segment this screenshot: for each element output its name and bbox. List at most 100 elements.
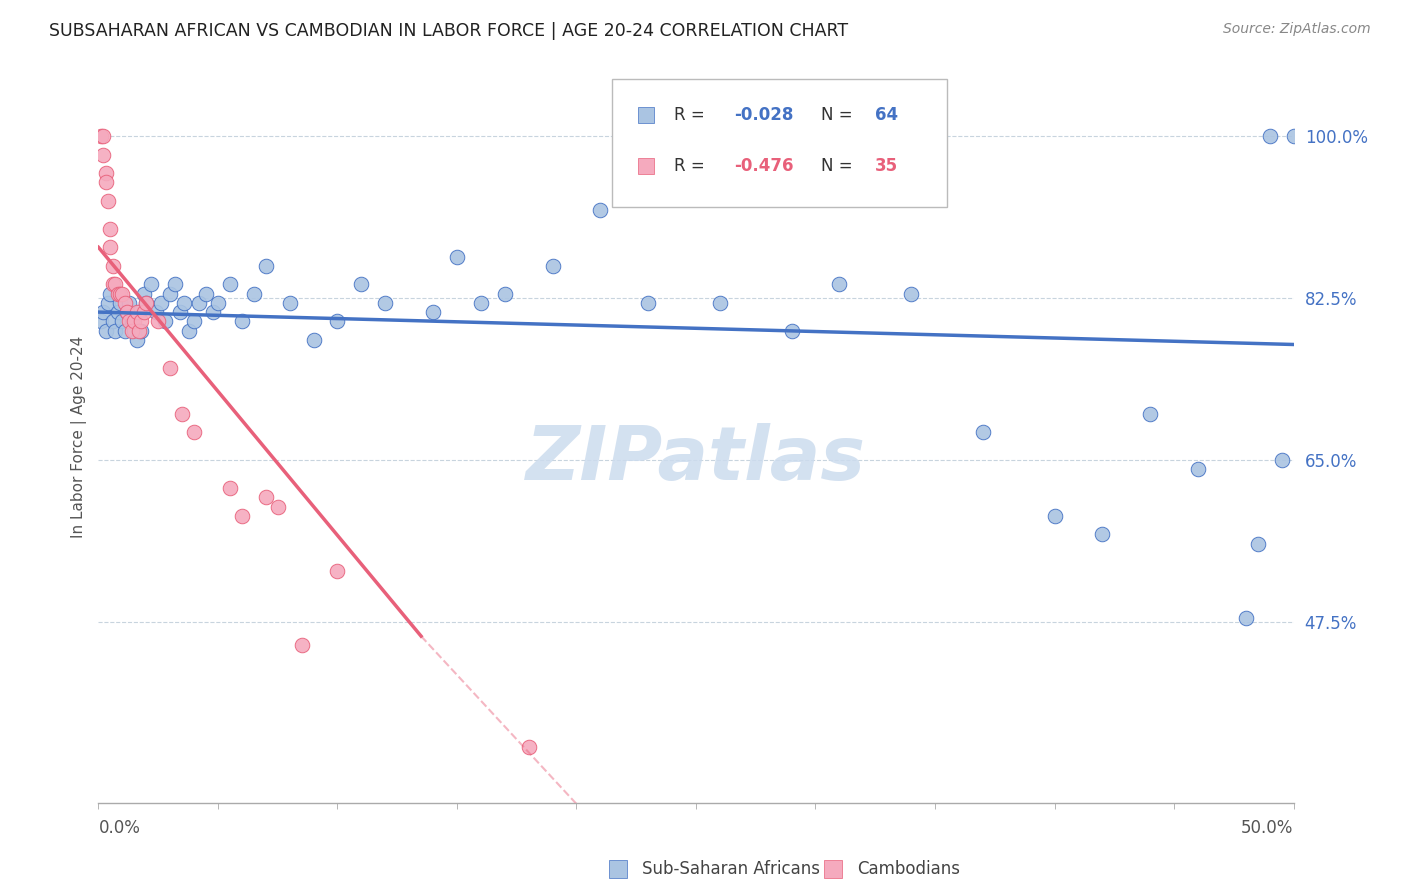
Point	[107, 286, 129, 301]
Point	[231, 508, 253, 523]
Point	[828, 277, 851, 292]
Point	[972, 425, 994, 440]
Point	[98, 221, 122, 235]
Point	[90, 314, 112, 328]
Point	[101, 314, 124, 328]
Point	[149, 295, 172, 310]
Point	[91, 129, 114, 144]
Point	[517, 740, 540, 755]
Y-axis label: In Labor Force | Age 20-24: In Labor Force | Age 20-24	[72, 336, 87, 538]
Point	[108, 286, 131, 301]
Point	[148, 314, 170, 328]
Point	[219, 481, 242, 495]
Point	[131, 324, 153, 338]
Point	[202, 305, 225, 319]
Point	[115, 305, 138, 319]
Point	[179, 324, 201, 338]
Point	[302, 333, 325, 347]
Point	[94, 176, 117, 190]
Point	[637, 295, 659, 310]
Point	[709, 295, 731, 310]
Point	[446, 250, 468, 264]
Point	[94, 324, 117, 338]
Point	[121, 324, 143, 338]
Text: Source: ZipAtlas.com: Source: ZipAtlas.com	[1223, 22, 1371, 37]
Point	[1187, 462, 1209, 476]
Point	[1234, 610, 1257, 624]
Point	[155, 314, 177, 328]
Point	[231, 314, 253, 328]
Point	[278, 295, 301, 310]
Point	[101, 259, 124, 273]
Text: ZIPatlas: ZIPatlas	[526, 423, 866, 496]
Point	[207, 295, 229, 310]
Point	[374, 295, 396, 310]
Point	[159, 286, 181, 301]
Point	[128, 324, 150, 338]
Point	[135, 295, 157, 310]
Point	[124, 314, 146, 328]
Point	[219, 277, 242, 292]
Point	[350, 277, 373, 292]
Point	[172, 407, 194, 421]
Point	[541, 259, 564, 273]
Point	[1282, 129, 1305, 144]
Point	[125, 333, 148, 347]
Point	[163, 277, 186, 292]
Point	[780, 324, 803, 338]
Text: R =: R =	[675, 106, 710, 124]
Point	[94, 166, 117, 180]
Point	[114, 324, 136, 338]
Point	[470, 295, 492, 310]
Point	[1258, 129, 1281, 144]
Point	[118, 314, 141, 328]
Point	[187, 295, 209, 310]
Point	[108, 295, 131, 310]
Point	[254, 490, 277, 504]
Text: 35: 35	[876, 158, 898, 176]
Point	[125, 305, 148, 319]
Text: N =: N =	[821, 106, 858, 124]
Point	[1247, 536, 1270, 550]
Text: N =: N =	[821, 158, 858, 176]
Point	[1139, 407, 1161, 421]
Point	[1043, 508, 1066, 523]
Point	[267, 500, 290, 514]
Point	[494, 286, 516, 301]
Point	[131, 314, 153, 328]
Point	[183, 314, 205, 328]
Point	[114, 295, 136, 310]
Point	[145, 305, 167, 319]
Point	[589, 203, 612, 218]
Text: 50.0%: 50.0%	[1241, 820, 1294, 838]
Point	[135, 295, 157, 310]
Point	[124, 324, 146, 338]
Text: Sub-Saharan Africans: Sub-Saharan Africans	[643, 860, 820, 878]
FancyBboxPatch shape	[613, 78, 948, 207]
Point	[101, 277, 124, 292]
Point	[132, 286, 155, 301]
Point	[104, 324, 127, 338]
Text: -0.476: -0.476	[734, 158, 794, 176]
Point	[1091, 527, 1114, 541]
Point	[91, 305, 114, 319]
Text: 0.0%: 0.0%	[98, 820, 141, 838]
Point	[91, 147, 114, 161]
Point	[90, 129, 112, 144]
Point	[139, 277, 162, 292]
Point	[243, 286, 266, 301]
Point	[422, 305, 444, 319]
Point	[254, 259, 277, 273]
Point	[111, 314, 134, 328]
Point	[195, 286, 218, 301]
Point	[183, 425, 205, 440]
Point	[900, 286, 922, 301]
Text: 64: 64	[876, 106, 898, 124]
Point	[1271, 453, 1294, 467]
Point	[98, 286, 122, 301]
Point	[104, 277, 127, 292]
Text: -0.028: -0.028	[734, 106, 793, 124]
Point	[132, 305, 155, 319]
Point	[169, 305, 191, 319]
Point	[121, 314, 143, 328]
